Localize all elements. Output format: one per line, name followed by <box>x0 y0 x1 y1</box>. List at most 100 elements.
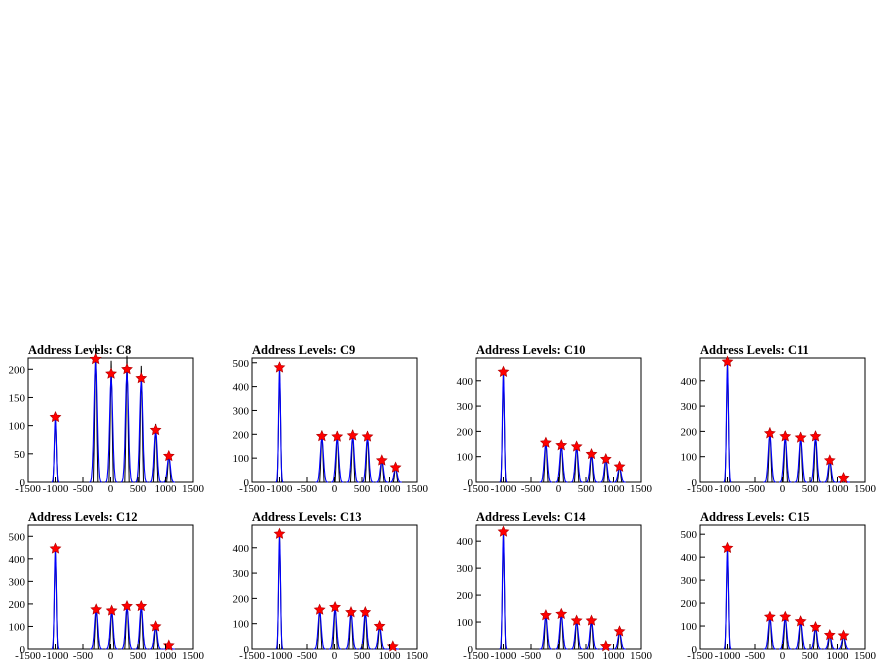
chart-2-frame <box>475 357 642 483</box>
chart-7-ytick-label-0: 0 <box>692 644 698 656</box>
chart-0-xtick-label-5: 1000 <box>155 483 178 495</box>
chart-0-xtick-label-1: -1000 <box>43 483 69 495</box>
chart-2-xtick-label-4: 500 <box>578 483 595 495</box>
chart-1-xtick-label-2: -500 <box>297 483 318 495</box>
chart-4-peak-marker-2 <box>105 604 118 616</box>
chart-3-ytick-label-2: 200 <box>681 426 698 438</box>
chart-7-peak-marker-1 <box>763 610 776 622</box>
chart-1-frame <box>251 357 418 483</box>
chart-2-fit-curve-4 <box>585 454 598 483</box>
chart-0-ytick-label-1: 50 <box>14 449 26 461</box>
chart-3-peak-marker-5 <box>823 454 836 466</box>
chart-0-xtick-label-3: 0 <box>108 483 114 495</box>
chart-0-fit-curve-1 <box>89 361 103 483</box>
chart-4-title: Address Levels: C12 <box>28 510 138 524</box>
chart-1-xtick-label-5: 1000 <box>379 483 402 495</box>
chart-5-peak-marker-4 <box>359 606 372 618</box>
chart-0-peak-marker-1 <box>89 352 102 365</box>
chart-5-peak-marker-3 <box>345 606 357 618</box>
chart-6-peak-marker-1 <box>539 609 552 621</box>
chart-7-xtick-label-6: 1500 <box>854 650 877 662</box>
chart-6-xtick-label-2: -500 <box>521 650 542 662</box>
chart-7-fit-curve-4 <box>809 625 822 650</box>
chart-4-xtick-label-1: -1000 <box>43 650 69 662</box>
histogram-panel-6: Address Levels: C14 0 100 200 300 400 -1500 -10… <box>457 510 653 662</box>
chart-1-xtick-label-1: -1000 <box>267 483 293 495</box>
chart-4-peak-marker-0 <box>49 542 62 554</box>
chart-6-xtick-label-0: -1500 <box>463 650 489 662</box>
chart-4-fit-curve-5 <box>149 624 162 650</box>
chart-6-peak-marker-4 <box>585 614 598 626</box>
chart-1-ytick-label-3: 300 <box>233 405 250 417</box>
chart-4-fit-curve-4 <box>135 606 148 650</box>
chart-6-ytick-label-3: 300 <box>457 563 474 575</box>
chart-3-frame <box>699 357 866 483</box>
chart-5-xtick-label-5: 1000 <box>379 650 402 662</box>
chart-0-fit-curve-6 <box>162 456 175 483</box>
chart-0-peak-marker-2 <box>105 367 118 379</box>
chart-4-fit-curve-1 <box>89 610 103 650</box>
chart-6-xtick-label-4: 500 <box>578 650 595 662</box>
chart-1-fit-curve-3 <box>346 436 359 483</box>
chart-5-ytick-label-2: 200 <box>233 593 250 605</box>
chart-5-xtick-label-2: -500 <box>297 650 318 662</box>
chart-0-xtick-label-6: 1500 <box>182 483 205 495</box>
chart-4-xtick-label-3: 0 <box>108 650 114 662</box>
chart-1-fit-curve-1 <box>315 437 329 483</box>
chart-0-ytick-label-4: 200 <box>9 364 26 376</box>
chart-6-ytick-label-2: 200 <box>457 590 474 602</box>
chart-1-ytick-label-4: 400 <box>233 382 250 394</box>
chart-3-peak-marker-4 <box>809 430 822 442</box>
chart-2-xtick-label-5: 1000 <box>603 483 626 495</box>
chart-3-xtick-label-1: -1000 <box>715 483 741 495</box>
chart-1-peak-marker-5 <box>375 454 388 466</box>
chart-6-title: Address Levels: C14 <box>476 510 586 524</box>
histogram-panel-0: Address Levels: C8 0 50 100 150 200 -1500 -1000… <box>9 343 205 495</box>
chart-4-ytick-label-5: 500 <box>9 531 26 543</box>
chart-7-xtick-label-0: -1500 <box>687 650 713 662</box>
chart-2-fit-curve-2 <box>554 445 568 483</box>
chart-7-ytick-label-1: 100 <box>681 621 698 633</box>
chart-7-ytick-label-5: 500 <box>681 529 698 541</box>
chart-0-ytick-label-3: 150 <box>9 392 26 404</box>
chart-0-hist-spike-1 <box>92 344 99 483</box>
chart-4-ytick-label-3: 300 <box>9 576 26 588</box>
chart-7-xtick-label-1: -1000 <box>715 650 741 662</box>
chart-2-peak-marker-6 <box>613 460 626 472</box>
chart-7-peak-marker-6 <box>837 629 850 641</box>
chart-5-xtick-label-3: 0 <box>332 650 338 662</box>
chart-2-title: Address Levels: C10 <box>476 343 586 357</box>
chart-3-fit-curve-4 <box>809 437 822 483</box>
chart-6-fit-curve-4 <box>585 621 598 650</box>
chart-2-xtick-label-6: 1500 <box>630 483 653 495</box>
chart-6-peak-marker-2 <box>555 607 568 619</box>
chart-3-title: Address Levels: C11 <box>700 343 809 357</box>
chart-6-xtick-label-6: 1500 <box>630 650 653 662</box>
chart-3-ytick-label-1: 100 <box>681 452 698 464</box>
chart-0-ytick-label-0: 0 <box>20 477 26 489</box>
chart-2-fit-curve-1 <box>539 443 553 483</box>
chart-5-peak-marker-2 <box>329 600 342 613</box>
chart-2-xtick-label-2: -500 <box>521 483 542 495</box>
chart-2-xtick-label-0: -1500 <box>463 483 489 495</box>
chart-2-fit-curve-3 <box>570 447 583 483</box>
chart-0-hist-spike-2 <box>108 360 114 483</box>
chart-7-ytick-label-3: 300 <box>681 575 698 587</box>
chart-2-xtick-label-1: -1000 <box>491 483 517 495</box>
chart-0-ytick-label-2: 100 <box>9 421 26 433</box>
chart-0-peak-marker-4 <box>135 372 148 384</box>
chart-5-fit-curve-5 <box>373 624 386 650</box>
chart-7-frame <box>699 524 866 650</box>
chart-7-xtick-label-2: -500 <box>745 650 766 662</box>
chart-7-peak-marker-0 <box>721 541 734 553</box>
chart-7-fit-curve-3 <box>794 621 807 650</box>
chart-4-peak-marker-6 <box>162 639 175 651</box>
chart-4-peak-marker-3 <box>121 599 133 612</box>
histogram-panel-5: Address Levels: C13 0 100 200 300 400 -1500 -10… <box>233 510 429 662</box>
chart-1-fit-curve-2 <box>330 437 344 483</box>
chart-5-peak-marker-6 <box>386 640 399 652</box>
chart-4-peak-marker-5 <box>149 620 162 632</box>
chart-5-fit-curve-1 <box>313 610 326 650</box>
chart-4-fit-curve-2 <box>105 611 118 650</box>
